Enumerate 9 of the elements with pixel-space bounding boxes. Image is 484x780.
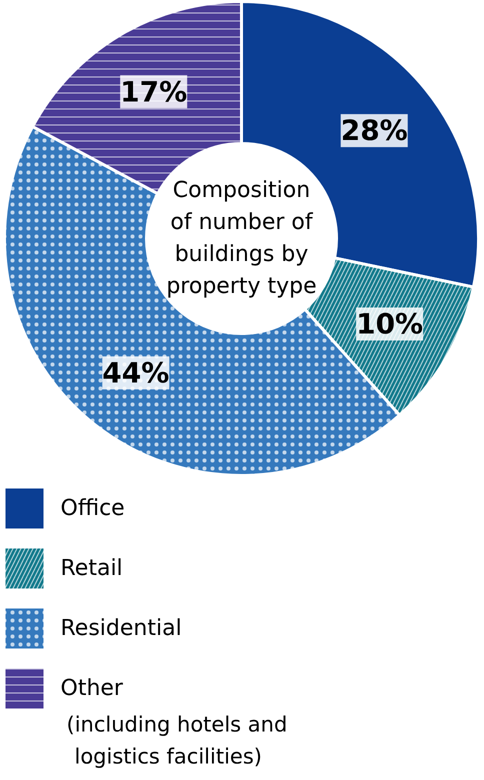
text: Composition of number of buildings by property type (166, 178, 317, 299)
data-label: 44% (102, 356, 170, 390)
legend-label: Retail (60, 556, 123, 581)
data-label: 28% (340, 114, 408, 148)
legend-label: Residential (60, 616, 182, 641)
data-label: 17% (120, 75, 188, 108)
data-label: 10% (356, 308, 424, 340)
legend-label: Office (60, 496, 125, 521)
legend-label: Other (including hotels and logistics facilities) (60, 676, 288, 768)
